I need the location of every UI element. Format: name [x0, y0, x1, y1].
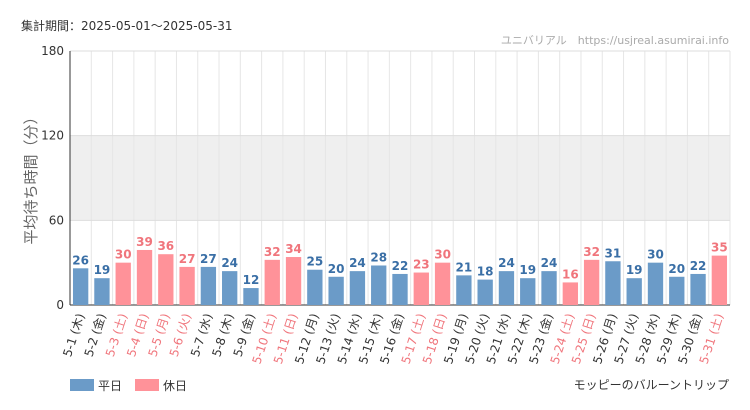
bar — [498, 271, 515, 305]
data-label: 22 — [690, 259, 707, 273]
data-label: 24 — [221, 256, 238, 270]
bar — [307, 269, 323, 305]
bar — [72, 268, 89, 305]
data-label: 23 — [413, 258, 430, 272]
bar — [605, 261, 621, 305]
data-label: 16 — [562, 267, 579, 281]
bar — [136, 249, 153, 305]
bar — [328, 276, 344, 305]
data-label: 19 — [94, 263, 111, 277]
y-tick-label: 0 — [56, 298, 64, 312]
bar — [392, 273, 408, 305]
legend-swatch-weekday — [70, 379, 94, 391]
bar — [626, 278, 642, 305]
source-label: ユニバリアル https://usjreal.asumirai.info — [501, 34, 729, 47]
data-label: 31 — [605, 246, 622, 260]
bar — [477, 279, 493, 305]
bar — [115, 262, 131, 305]
data-label: 27 — [200, 252, 217, 266]
data-label: 26 — [72, 253, 89, 267]
bar — [264, 259, 280, 305]
bar — [541, 271, 557, 305]
bar — [371, 265, 387, 305]
bar — [456, 275, 472, 305]
legend-label-holiday: 休日 — [163, 379, 187, 393]
legend: 平日 休日 — [70, 379, 187, 393]
bar — [158, 254, 174, 305]
data-label: 39 — [136, 235, 153, 249]
bar — [413, 272, 429, 305]
data-label: 30 — [434, 248, 451, 262]
bar — [647, 262, 664, 305]
bar — [349, 271, 366, 305]
data-label: 24 — [541, 256, 558, 270]
data-label: 35 — [711, 241, 728, 255]
bar — [243, 288, 259, 305]
data-label: 19 — [519, 263, 536, 277]
data-label: 24 — [349, 256, 366, 270]
data-label: 28 — [370, 250, 387, 264]
data-label: 36 — [157, 239, 174, 253]
data-label: 20 — [668, 262, 685, 276]
bar — [285, 257, 302, 305]
data-label: 24 — [498, 256, 515, 270]
data-label: 30 — [115, 248, 132, 262]
bar — [179, 266, 195, 305]
bar — [690, 273, 706, 305]
attraction-name: モッピーのバルーントリップ — [574, 378, 729, 392]
data-label: 32 — [264, 245, 281, 259]
bar — [434, 262, 451, 305]
data-label: 27 — [179, 252, 196, 266]
bar — [711, 255, 728, 305]
data-label: 20 — [328, 262, 345, 276]
y-axis-label: 平均待ち時間（分） — [22, 109, 40, 244]
bar — [583, 259, 600, 305]
bar — [94, 278, 110, 305]
y-tick-label: 60 — [49, 213, 64, 227]
data-label: 19 — [626, 263, 643, 277]
bar — [669, 276, 685, 305]
shaded-band — [70, 135, 730, 221]
data-label: 22 — [392, 259, 409, 273]
y-tick-label: 180 — [41, 44, 64, 58]
bar — [520, 278, 536, 305]
bar — [562, 282, 578, 305]
legend-label-weekday: 平日 — [98, 379, 122, 393]
data-label: 12 — [243, 273, 260, 287]
y-tick-label: 120 — [41, 129, 64, 143]
data-label: 18 — [477, 265, 494, 279]
data-label: 21 — [456, 260, 473, 274]
legend-swatch-holiday — [135, 379, 159, 391]
bar — [200, 266, 217, 305]
period-label: 集計期間：2025-05-01～2025-05-31 — [21, 18, 232, 33]
data-label: 25 — [306, 255, 323, 269]
data-label: 34 — [285, 242, 302, 256]
bar — [222, 271, 238, 305]
data-label: 30 — [647, 248, 664, 262]
data-label: 32 — [583, 245, 600, 259]
